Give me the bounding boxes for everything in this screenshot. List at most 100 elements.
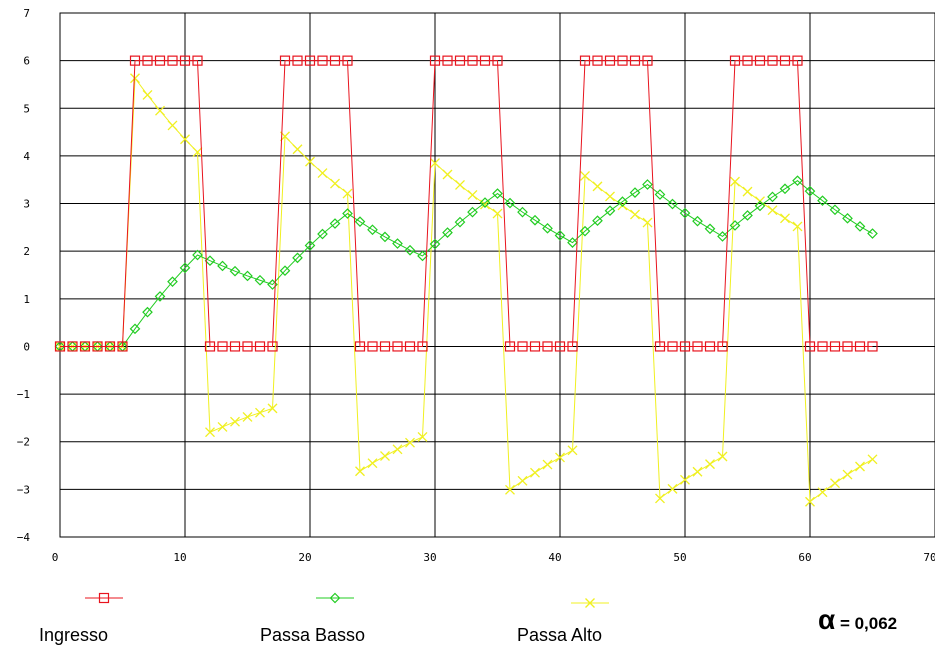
data-point-passa-alto bbox=[467, 190, 478, 200]
data-point-passa-alto bbox=[430, 158, 440, 169]
legend-marker-passa-basso bbox=[316, 592, 354, 604]
data-point-passa-basso bbox=[742, 210, 753, 221]
data-point-passa-basso bbox=[342, 208, 353, 219]
data-point-ingresso bbox=[442, 55, 453, 66]
data-point-ingresso bbox=[479, 55, 491, 66]
data-point-ingresso bbox=[679, 341, 691, 352]
data-point-passa-basso bbox=[192, 249, 203, 261]
alpha-value: = 0,062 bbox=[835, 614, 898, 633]
series-line-ingresso bbox=[60, 60, 873, 347]
data-point-passa-alto bbox=[830, 478, 840, 489]
y-tick-label: −4 bbox=[17, 531, 31, 544]
data-point-passa-basso bbox=[829, 204, 841, 216]
data-point-passa-basso bbox=[442, 227, 453, 238]
data-point-passa-alto bbox=[517, 475, 528, 486]
data-point-passa-alto bbox=[142, 89, 153, 100]
data-point-passa-alto bbox=[442, 169, 453, 180]
data-point-passa-basso bbox=[129, 323, 141, 335]
data-point-passa-alto bbox=[355, 466, 365, 477]
legend-symbol-passa-basso bbox=[329, 592, 341, 604]
data-point-ingresso bbox=[492, 55, 503, 66]
data-point-passa-basso bbox=[279, 265, 291, 277]
data-point-passa-alto bbox=[492, 208, 503, 219]
data-point-passa-basso bbox=[817, 195, 828, 207]
data-point-passa-basso bbox=[754, 200, 766, 212]
data-point-passa-basso bbox=[692, 215, 703, 227]
data-point-ingresso bbox=[517, 341, 528, 352]
data-point-ingresso bbox=[292, 55, 303, 66]
data-point-ingresso bbox=[179, 55, 191, 66]
data-point-ingresso bbox=[779, 55, 791, 66]
data-point-passa-alto bbox=[405, 437, 415, 448]
data-point-ingresso bbox=[554, 341, 566, 352]
data-point-passa-basso bbox=[292, 252, 303, 264]
data-point-ingresso bbox=[417, 341, 428, 352]
data-point-ingresso bbox=[754, 55, 766, 66]
data-point-passa-alto bbox=[692, 466, 703, 477]
x-tick-label: 60 bbox=[798, 551, 811, 564]
data-point-passa-basso bbox=[679, 207, 691, 219]
x-tick-label: 50 bbox=[673, 551, 686, 564]
data-point-ingresso bbox=[129, 55, 141, 66]
y-tick-label: 2 bbox=[23, 245, 30, 258]
data-point-passa-basso bbox=[304, 240, 316, 251]
data-point-passa-basso bbox=[617, 196, 628, 207]
data-point-passa-basso bbox=[454, 216, 466, 228]
data-point-passa-alto bbox=[505, 484, 515, 495]
data-point-passa-basso bbox=[767, 191, 778, 203]
data-point-passa-basso bbox=[579, 225, 591, 237]
data-point-passa-basso bbox=[367, 224, 378, 236]
data-point-passa-alto bbox=[155, 105, 165, 116]
data-point-ingresso bbox=[117, 341, 128, 352]
data-point-passa-basso bbox=[417, 250, 428, 262]
data-point-passa-alto bbox=[180, 134, 190, 145]
data-point-passa-alto bbox=[417, 432, 428, 442]
data-point-passa-alto bbox=[330, 178, 340, 189]
data-point-ingresso bbox=[254, 341, 266, 352]
data-point-passa-alto bbox=[680, 474, 690, 485]
data-point-passa-basso bbox=[642, 179, 653, 190]
data-point-ingresso bbox=[817, 341, 828, 352]
data-point-ingresso bbox=[154, 55, 166, 66]
data-point-ingresso bbox=[429, 55, 441, 66]
data-point-passa-basso bbox=[379, 231, 391, 243]
x-tick-label: 40 bbox=[548, 551, 561, 564]
legend-symbol-passa-alto bbox=[585, 598, 595, 608]
data-point-passa-alto bbox=[605, 191, 615, 202]
data-point-ingresso bbox=[767, 55, 778, 66]
data-point-passa-alto bbox=[255, 407, 265, 418]
x-tick-label: 20 bbox=[298, 551, 311, 564]
data-point-passa-basso bbox=[717, 231, 728, 242]
data-point-passa-alto bbox=[842, 469, 853, 480]
legend-label-passa-basso: Passa Basso bbox=[260, 625, 366, 645]
y-tick-label: 1 bbox=[23, 293, 30, 306]
data-point-ingresso bbox=[867, 341, 878, 352]
data-point-ingresso bbox=[142, 55, 153, 66]
data-point-ingresso bbox=[279, 55, 291, 66]
series-passa-alto bbox=[55, 73, 878, 507]
data-point-ingresso bbox=[667, 341, 678, 352]
data-point-ingresso bbox=[467, 55, 478, 66]
data-point-ingresso bbox=[454, 55, 466, 66]
data-point-passa-alto bbox=[555, 452, 565, 463]
data-point-ingresso bbox=[829, 341, 841, 352]
data-point-ingresso bbox=[792, 55, 803, 66]
data-point-passa-basso bbox=[517, 206, 528, 218]
data-point-ingresso bbox=[104, 341, 116, 352]
y-tick-label: 4 bbox=[23, 150, 30, 163]
data-point-passa-basso bbox=[729, 220, 741, 231]
data-point-ingresso bbox=[729, 55, 741, 66]
data-point-passa-basso bbox=[404, 244, 416, 256]
data-point-passa-basso bbox=[592, 215, 603, 227]
tick-labels: 0 10 20 30 40 50 60 70 −4 −3 −2 −1 0 1 2 3 4 5 6 7 bbox=[17, 7, 935, 564]
data-point-passa-basso bbox=[854, 221, 866, 232]
data-point-passa-basso bbox=[479, 197, 491, 208]
data-point-ingresso bbox=[504, 341, 516, 352]
data-point-passa-alto bbox=[767, 205, 778, 216]
data-point-passa-alto bbox=[292, 144, 303, 155]
data-point-ingresso bbox=[704, 341, 716, 352]
data-point-ingresso bbox=[367, 341, 378, 352]
y-tick-label: 6 bbox=[23, 55, 30, 68]
data-point-ingresso bbox=[54, 341, 66, 352]
